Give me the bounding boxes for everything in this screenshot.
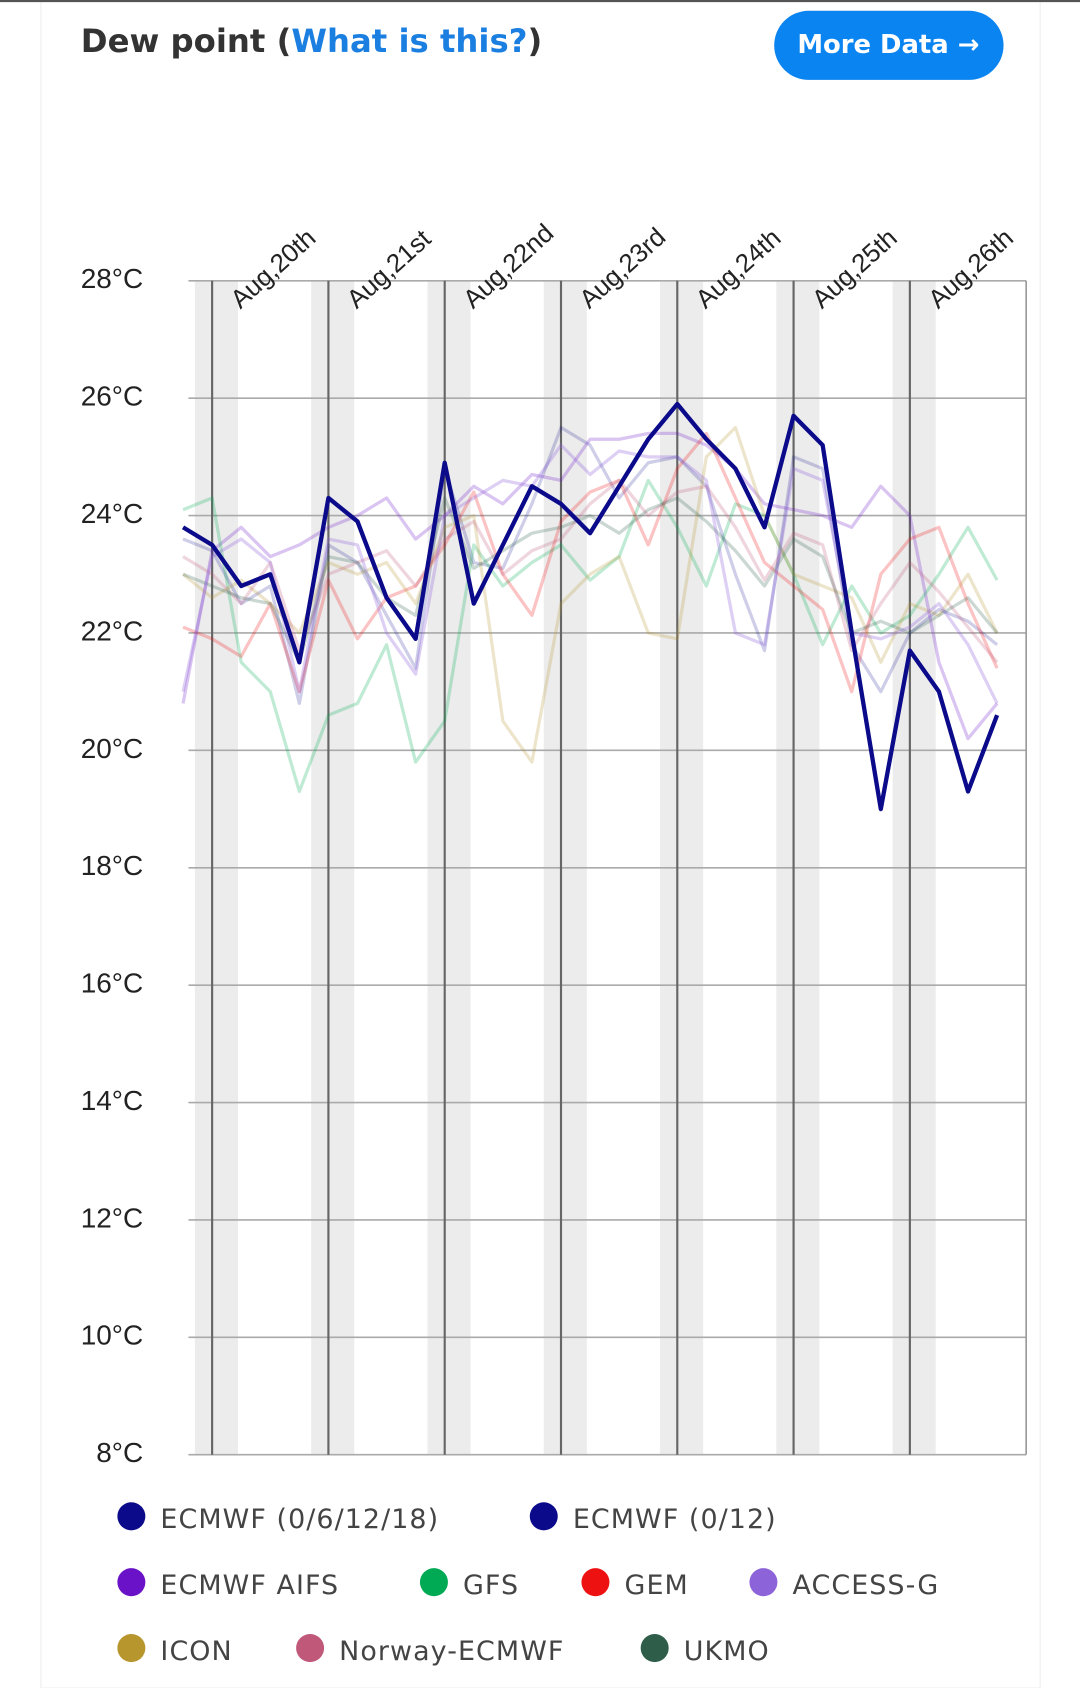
legend-swatch (749, 1568, 778, 1597)
y-tick-label: 16°C (81, 968, 144, 999)
y-tick-label: 24°C (81, 498, 144, 529)
y-tick-label: 28°C (81, 263, 144, 294)
series-line (182, 431, 999, 694)
series-line (182, 496, 999, 664)
legend-label: ACCESS-G (793, 1570, 940, 1601)
y-tick-label: 26°C (81, 381, 144, 412)
legend-label: ECMWF AIFS (160, 1570, 339, 1601)
help-link[interactable]: What is this? (291, 22, 527, 60)
legend-swatch (640, 1634, 669, 1663)
series-line (182, 425, 999, 764)
y-tick-label: 14°C (81, 1085, 144, 1116)
more-data-button[interactable] (774, 10, 1004, 80)
y-tick-label: 20°C (81, 733, 144, 764)
series-line (182, 425, 999, 706)
series-line (182, 478, 999, 794)
legend-swatch (419, 1568, 448, 1597)
legend-label: GFS (463, 1570, 519, 1601)
series-line (181, 431, 999, 741)
legend-label: Norway-ECMWF (339, 1636, 564, 1667)
y-tick-label: 8°C (96, 1437, 143, 1468)
button-label[interactable]: More Data → (797, 30, 979, 60)
series-line (181, 401, 1000, 812)
title-text: ) (527, 22, 542, 60)
legend-label: UKMO (684, 1636, 770, 1667)
legend-label: GEM (625, 1570, 689, 1601)
legend-label: ECMWF (0/12) (573, 1504, 777, 1535)
legend-swatch (581, 1568, 610, 1597)
legend-swatch (117, 1568, 146, 1597)
legend-swatch (117, 1502, 146, 1531)
legend-swatch (529, 1502, 558, 1531)
legend-label: ECMWF (0/6/12/18) (160, 1504, 439, 1535)
legend-label: ICON (160, 1636, 232, 1667)
y-tick-label: 22°C (81, 615, 144, 646)
title: Dew point (What is this?) (81, 22, 542, 60)
title-text: Dew point ( (81, 22, 292, 60)
y-tick-label: 18°C (81, 850, 144, 881)
series-line (182, 478, 999, 664)
y-tick-label: 12°C (81, 1202, 144, 1233)
legend-swatch (117, 1634, 146, 1663)
y-tick-label: 10°C (81, 1320, 144, 1351)
legend-swatch (296, 1634, 325, 1663)
series-line (181, 443, 999, 705)
